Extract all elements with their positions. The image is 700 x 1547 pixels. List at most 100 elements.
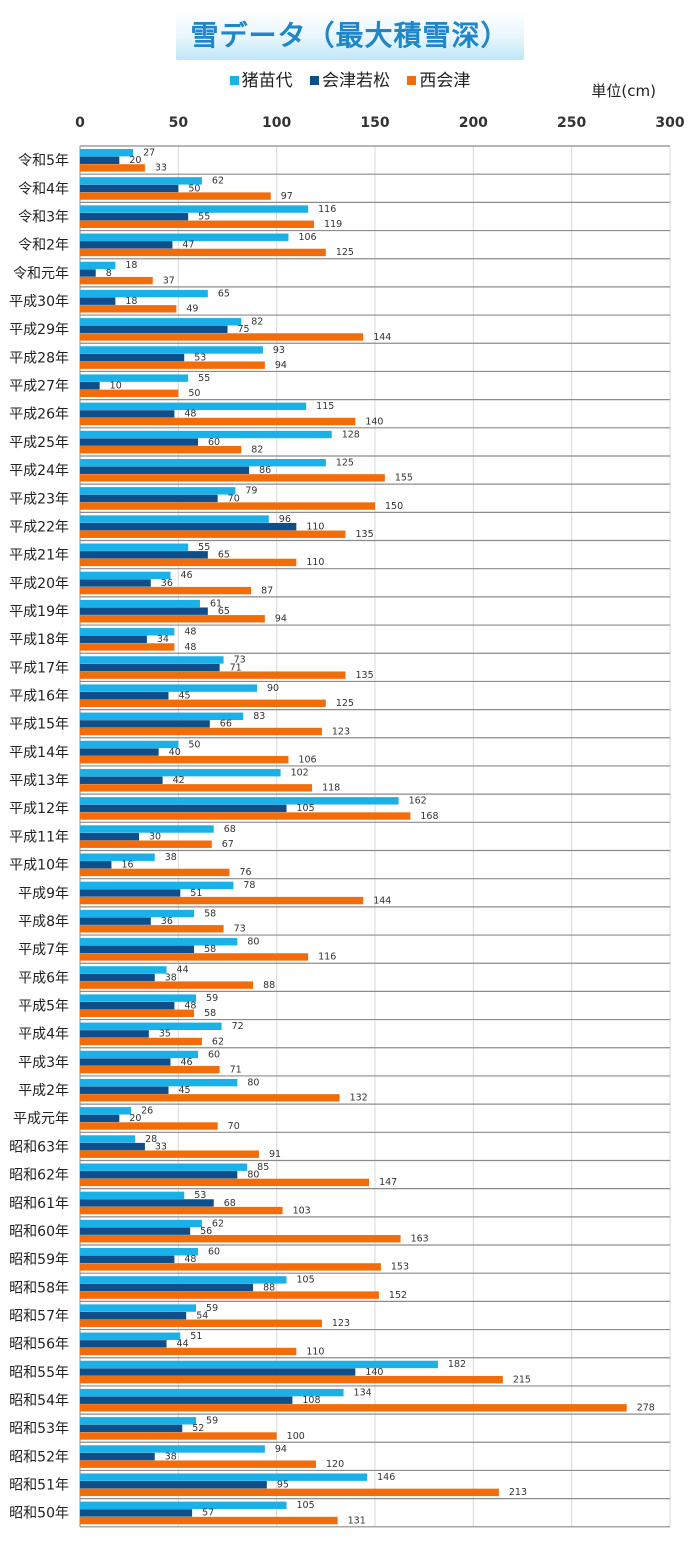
data-label: 94 (275, 1444, 287, 1455)
bar (80, 1432, 277, 1440)
bar (80, 607, 208, 615)
category-label: 平成30年 (9, 294, 69, 310)
bar (80, 797, 399, 805)
bar (80, 1150, 259, 1158)
bar (80, 684, 257, 692)
category-label: 令和元年 (13, 266, 69, 282)
data-label: 20 (129, 1113, 141, 1124)
data-label: 213 (509, 1487, 527, 1498)
bar (80, 1304, 197, 1312)
bar (80, 1319, 322, 1327)
bar (80, 599, 200, 608)
data-label: 103 (293, 1205, 311, 1216)
category-label: 平成5年 (18, 998, 69, 1014)
bar (80, 1114, 120, 1123)
bar (80, 430, 332, 439)
data-label: 87 (261, 585, 273, 596)
bar (80, 1516, 338, 1525)
bar (80, 522, 297, 531)
bar (80, 981, 254, 989)
bar (80, 643, 175, 651)
category-label: 平成17年 (9, 660, 69, 676)
bar (80, 474, 385, 482)
data-label: 131 (348, 1515, 366, 1526)
data-label: 94 (275, 614, 287, 625)
data-label: 144 (373, 332, 391, 343)
bar (80, 1347, 297, 1356)
data-label: 147 (379, 1177, 397, 1188)
data-label: 30 (149, 831, 161, 842)
data-label: 86 (259, 465, 271, 476)
category-label: 昭和58年 (9, 1280, 69, 1296)
data-label: 76 (239, 867, 251, 878)
bar (80, 832, 139, 841)
bar (80, 410, 175, 418)
data-label: 26 (141, 1106, 153, 1117)
bar (80, 1291, 379, 1299)
bar (80, 1340, 167, 1348)
bar (80, 1445, 265, 1453)
bar (80, 156, 120, 164)
bar (80, 1417, 197, 1425)
bar (80, 1037, 202, 1046)
data-label: 38 (165, 972, 177, 983)
data-label: 62 (212, 1218, 224, 1229)
data-label: 215 (513, 1374, 531, 1385)
data-label: 50 (188, 388, 200, 399)
data-label: 125 (336, 247, 354, 258)
data-label: 80 (247, 1170, 259, 1181)
data-label: 106 (298, 754, 316, 765)
category-label: 平成22年 (9, 519, 69, 535)
category-label: 昭和62年 (9, 1168, 69, 1184)
legend-label: 西会津 (419, 71, 471, 91)
data-label: 88 (263, 980, 275, 991)
bar (80, 804, 287, 813)
data-label: 115 (316, 401, 334, 412)
data-label: 58 (204, 944, 216, 955)
bar (80, 861, 112, 869)
data-label: 94 (275, 360, 287, 371)
data-label: 48 (184, 1254, 196, 1265)
data-label: 51 (190, 888, 202, 899)
bar (80, 248, 326, 257)
category-label: 平成2年 (18, 1083, 69, 1099)
data-label: 20 (129, 155, 141, 166)
category-label: 平成10年 (9, 858, 69, 874)
data-label: 80 (247, 937, 259, 948)
data-label: 79 (245, 486, 257, 497)
category-label: 令和4年 (18, 181, 69, 197)
category-label: 平成6年 (18, 970, 69, 986)
data-label: 60 (208, 1247, 220, 1258)
data-label: 49 (186, 304, 198, 315)
data-label: 132 (350, 1093, 368, 1104)
category-label: 平成元年 (13, 1111, 69, 1127)
bar (80, 458, 326, 467)
bar (80, 184, 179, 193)
data-label: 140 (365, 416, 383, 427)
bar (80, 1276, 287, 1284)
bar (80, 755, 289, 764)
bar (80, 1283, 254, 1292)
data-label: 58 (204, 908, 216, 919)
data-label: 16 (121, 860, 133, 871)
category-label: 平成20年 (9, 576, 69, 592)
category-label: 平成26年 (9, 407, 69, 423)
data-label: 48 (184, 1001, 196, 1012)
data-label: 91 (269, 1149, 281, 1160)
bar (80, 853, 155, 861)
bar (80, 917, 151, 925)
data-label: 37 (163, 275, 175, 286)
data-label: 71 (230, 1064, 242, 1075)
data-label: 155 (395, 473, 413, 484)
data-label: 68 (224, 824, 236, 835)
data-label: 85 (257, 1162, 269, 1173)
data-label: 55 (198, 373, 210, 384)
bar (80, 276, 153, 285)
data-label: 110 (306, 521, 324, 532)
data-label: 62 (212, 1036, 224, 1047)
bar (80, 220, 315, 228)
data-label: 70 (228, 1121, 240, 1132)
data-label: 44 (177, 1339, 189, 1350)
bar (80, 149, 134, 157)
x-tick-label: 0 (75, 115, 85, 131)
